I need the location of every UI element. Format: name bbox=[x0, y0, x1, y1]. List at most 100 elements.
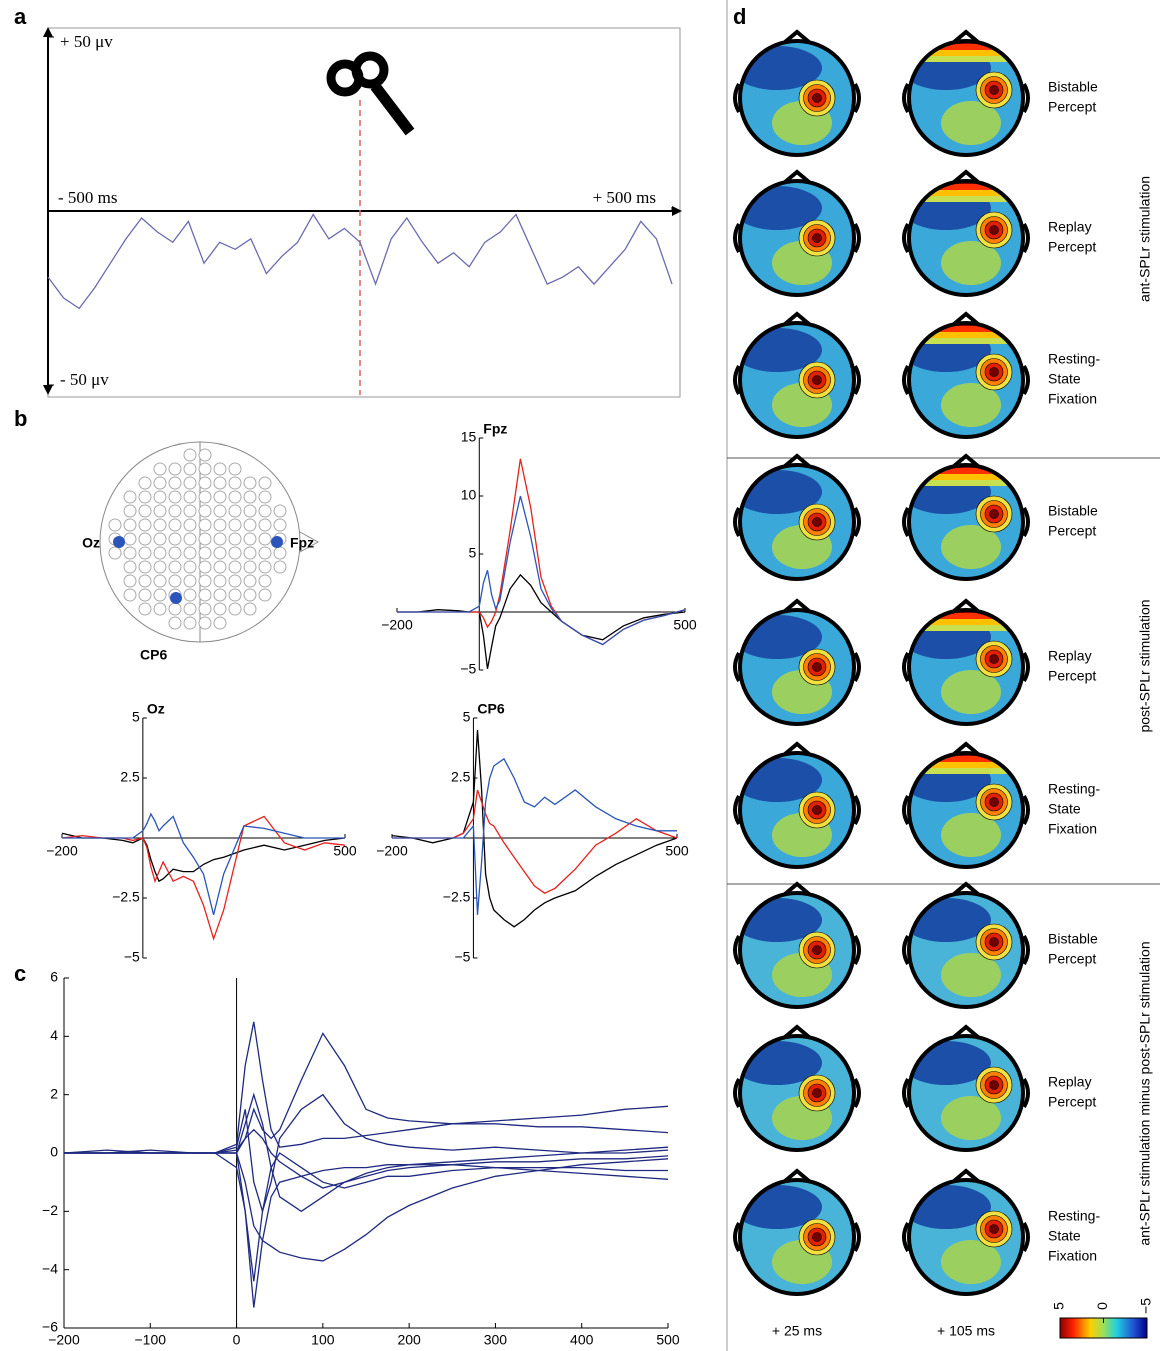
electrode bbox=[153, 476, 167, 490]
electrode bbox=[183, 462, 197, 476]
electrode bbox=[183, 546, 197, 560]
topomap-hotspot bbox=[989, 367, 999, 377]
panel-label: c bbox=[14, 961, 26, 986]
topomap-band bbox=[909, 190, 1023, 196]
topomap-head-outline bbox=[733, 311, 861, 395]
electrode bbox=[168, 574, 182, 588]
x-tick-label: −200 bbox=[376, 843, 408, 859]
electrode bbox=[198, 602, 212, 616]
electrode bbox=[213, 588, 227, 602]
electrode bbox=[228, 546, 242, 560]
topomap-fill bbox=[909, 41, 1023, 155]
topomap-rim bbox=[738, 1034, 856, 1152]
electrode bbox=[213, 462, 227, 476]
topomap bbox=[902, 881, 1030, 1009]
row-label: Replay bbox=[1048, 1074, 1092, 1090]
electrode bbox=[138, 504, 152, 518]
topomap-head-outline bbox=[733, 598, 861, 682]
electrode bbox=[123, 588, 137, 602]
electrode bbox=[228, 476, 242, 490]
electrode bbox=[243, 532, 257, 546]
y-tick-label: 6 bbox=[50, 969, 58, 985]
topomap-band bbox=[909, 613, 1023, 619]
electrode bbox=[198, 518, 212, 532]
panel-label: b bbox=[14, 406, 27, 431]
topomap bbox=[902, 1024, 1030, 1152]
x-tick-label: 100 bbox=[311, 1332, 335, 1348]
topomap-rim bbox=[738, 608, 856, 726]
topomap-rim bbox=[738, 179, 856, 297]
electrode bbox=[168, 532, 182, 546]
topomap bbox=[902, 453, 1030, 581]
topomap-hotspot bbox=[812, 662, 822, 672]
x-tick-label: 500 bbox=[673, 617, 697, 633]
topomap-region bbox=[941, 101, 1001, 145]
x-tick-label: 400 bbox=[570, 1332, 594, 1348]
electrode bbox=[153, 602, 167, 616]
electrode bbox=[243, 518, 257, 532]
topomap-hotspot bbox=[989, 85, 999, 95]
time-label: + 25 ms bbox=[772, 1323, 822, 1339]
topomap-rim bbox=[907, 608, 1025, 726]
electrode bbox=[243, 546, 257, 560]
row-label: Percept bbox=[1048, 951, 1096, 967]
topomap-band bbox=[909, 44, 1023, 50]
electrode bbox=[153, 560, 167, 574]
electrode bbox=[108, 518, 122, 532]
y-tick-label: −2 bbox=[42, 1202, 58, 1218]
x-tick-label: + 500 ms bbox=[593, 188, 656, 207]
electrode bbox=[228, 560, 242, 574]
topomap-head-outline bbox=[733, 29, 861, 113]
group-label: post-SPLr stimulation bbox=[1137, 599, 1153, 732]
electrode bbox=[168, 490, 182, 504]
topomap-head-outline bbox=[902, 1168, 1030, 1252]
electrode bbox=[183, 616, 197, 630]
electrode bbox=[138, 560, 152, 574]
topomap-region bbox=[941, 1096, 1001, 1140]
y-tick-label: + 50 μv bbox=[60, 32, 113, 51]
topomap bbox=[902, 311, 1030, 439]
topomap-band bbox=[909, 474, 1023, 480]
electrode bbox=[213, 490, 227, 504]
electrode bbox=[198, 532, 212, 546]
data-line bbox=[392, 789, 678, 894]
electrode bbox=[213, 560, 227, 574]
data-line bbox=[47, 213, 673, 310]
x-tick-label: −200 bbox=[381, 617, 413, 633]
topomap-hotspot bbox=[812, 233, 822, 243]
electrode bbox=[183, 490, 197, 504]
topomap-hotspot bbox=[812, 945, 822, 955]
electrode bbox=[258, 574, 272, 588]
data-line bbox=[61, 815, 346, 941]
electrode bbox=[123, 546, 137, 560]
topomap-region bbox=[941, 1240, 1001, 1284]
y-tick-label: 15 bbox=[461, 429, 477, 445]
y-tick-label: 2.5 bbox=[451, 769, 471, 785]
topomap-rim bbox=[907, 891, 1025, 1009]
electrode bbox=[198, 616, 212, 630]
topomap-band bbox=[909, 196, 1023, 202]
topomap-fill bbox=[740, 610, 854, 724]
topomap-rim bbox=[907, 1034, 1025, 1152]
row-label: State bbox=[1048, 1228, 1081, 1244]
chart-title: Oz bbox=[147, 701, 165, 717]
topomap-rim bbox=[907, 1178, 1025, 1296]
colorbar-tick-label: 0 bbox=[1094, 1302, 1110, 1310]
row-label: Replay bbox=[1048, 648, 1092, 664]
electrode bbox=[138, 518, 152, 532]
row-label: Percept bbox=[1048, 1094, 1096, 1110]
y-tick-label: 5 bbox=[132, 709, 140, 725]
electrode bbox=[243, 574, 257, 588]
topomap bbox=[733, 598, 861, 726]
topomap-band bbox=[909, 56, 1023, 62]
topomap-band bbox=[909, 619, 1023, 625]
topomap-region bbox=[941, 953, 1001, 997]
topomap-hotspot bbox=[989, 654, 999, 664]
topomap-head-outline bbox=[902, 881, 1030, 965]
x-tick-label: 300 bbox=[484, 1332, 508, 1348]
electrode bbox=[258, 560, 272, 574]
topomap-region bbox=[941, 241, 1001, 285]
topomap-rim bbox=[738, 751, 856, 869]
row-label: Resting- bbox=[1048, 781, 1100, 797]
